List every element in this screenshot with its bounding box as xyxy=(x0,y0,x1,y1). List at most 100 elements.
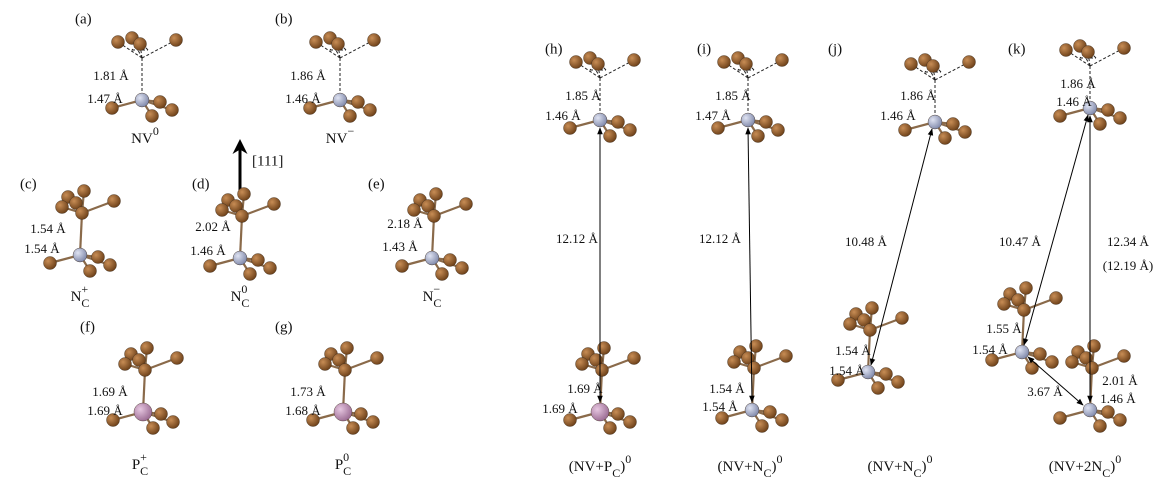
caption-text: P xyxy=(132,457,140,473)
caption-sub: C xyxy=(140,464,148,478)
carbon-atom xyxy=(56,201,69,214)
carbon-atom xyxy=(264,262,277,275)
carbon-atom xyxy=(92,251,105,264)
caption-text: NV xyxy=(131,131,153,147)
nitrogen-atom xyxy=(745,403,759,417)
carbon-atom xyxy=(712,122,725,135)
nitrogen-atom xyxy=(1083,403,1097,417)
carbon-atom xyxy=(1118,42,1131,55)
distance-label: 1.54 Å xyxy=(702,399,738,414)
caption-sup: − xyxy=(347,124,354,138)
distance-label: 1.86 Å xyxy=(290,68,326,83)
carbon-atom xyxy=(216,204,229,217)
distance-label: 1.69 Å xyxy=(542,401,578,416)
distance-label: 1.54 Å xyxy=(30,221,66,236)
carbon-atom xyxy=(146,110,159,123)
carbon-atom xyxy=(1102,104,1115,117)
carbon-atom xyxy=(119,358,132,371)
distance-label: 1.54 Å xyxy=(24,241,60,256)
carbon-atom xyxy=(728,356,741,369)
distance-label: 1.85 Å xyxy=(565,88,601,103)
distance-label: 1.54 Å xyxy=(709,381,745,396)
distance-label: 1.46 Å xyxy=(880,108,916,123)
caption-text: (NV+N xyxy=(718,459,764,475)
caption-sup: 0 xyxy=(1115,452,1121,466)
carbon-atom xyxy=(1054,412,1067,425)
carbon-atom xyxy=(134,38,147,51)
distance-label: 1.73 Å xyxy=(290,384,326,399)
caption-sup: − xyxy=(433,282,440,296)
carbon-atom xyxy=(154,96,167,109)
carbon-atom xyxy=(570,56,583,69)
distance-label: 1.47 Å xyxy=(87,91,123,106)
distance-label: 2.02 Å xyxy=(195,219,231,234)
figure: [111] (a)1.81 Å1.47 ÅNV0(b)1.86 Å1.46 ÅN… xyxy=(0,0,1166,485)
panel-label: (e) xyxy=(368,176,385,192)
carbon-atom xyxy=(896,312,909,325)
caption: NC+ xyxy=(71,282,90,310)
distance-label: 1.47 Å xyxy=(695,108,731,123)
carbon-atom xyxy=(104,259,117,272)
carbon-atom xyxy=(592,58,605,71)
distance-label: 2.18 Å xyxy=(387,216,423,231)
caption-sub: C xyxy=(913,466,921,480)
distance-label: 1.46 Å xyxy=(190,243,226,258)
carbon-atom xyxy=(141,342,154,355)
carbon-atom xyxy=(236,210,249,223)
carbon-atom xyxy=(764,406,777,419)
carbon-atom xyxy=(396,260,409,273)
carbon-atom xyxy=(1102,406,1115,419)
carbon-atom xyxy=(339,364,352,377)
carbon-atom xyxy=(740,58,753,71)
carbon-atom xyxy=(84,265,97,278)
caption-sup: 0 xyxy=(625,452,631,466)
carbon-atom xyxy=(1054,110,1067,123)
panel-label: (d) xyxy=(192,176,210,192)
caption-sup: 0 xyxy=(926,452,932,466)
distance-label: 1.54 Å xyxy=(835,343,871,358)
caption-sub: C xyxy=(1102,466,1110,480)
caption-text: N xyxy=(71,289,82,305)
carbon-atom xyxy=(428,210,441,223)
distance-arrow xyxy=(1024,115,1088,345)
distance-label: 1.54 Å xyxy=(829,363,865,378)
caption-sup: 0 xyxy=(343,450,349,464)
carbon-atom xyxy=(756,420,769,433)
carbon-atom xyxy=(905,58,918,71)
caption: (NV+PC)0 xyxy=(569,452,631,480)
caption: NC0 xyxy=(231,282,250,310)
carbon-atom xyxy=(959,126,972,139)
carbon-atom xyxy=(899,124,912,137)
distance-label: 10.48 Å xyxy=(845,234,888,249)
caption: (NV+2NC)0 xyxy=(1049,452,1121,480)
carbon-atom xyxy=(155,408,168,421)
distance-label: (12.19 Å) xyxy=(1103,258,1154,273)
distance-arrows xyxy=(600,115,1090,405)
nitrogen-atom xyxy=(1015,345,1029,359)
carbon-atom xyxy=(430,188,443,201)
carbon-atom xyxy=(341,342,354,355)
distance-label: 3.67 Å xyxy=(1027,384,1063,399)
carbon-atom xyxy=(310,36,323,49)
panel-label: (k) xyxy=(1008,41,1026,57)
carbon-atom xyxy=(947,118,960,131)
caption: NV0 xyxy=(131,124,159,148)
carbon-atom xyxy=(628,54,641,67)
distance-label: 12.12 Å xyxy=(556,231,599,246)
carbon-atom xyxy=(612,408,625,421)
caption-sub: C xyxy=(343,464,351,478)
carbon-atom xyxy=(1118,350,1131,363)
carbon-atom xyxy=(772,124,785,137)
carbon-atom xyxy=(1082,46,1095,59)
panel-label: (b) xyxy=(275,11,293,27)
carbon-atom xyxy=(576,358,589,371)
carbon-atom xyxy=(78,185,91,198)
caption-sup: + xyxy=(140,450,147,464)
carbon-atom xyxy=(166,104,179,117)
nitrogen-atom xyxy=(425,251,439,265)
carbon-atom xyxy=(752,130,765,143)
carbon-atom xyxy=(171,352,184,365)
carbon-atom xyxy=(1060,44,1073,57)
nitrogen-atom xyxy=(741,113,755,127)
carbon-atom xyxy=(1114,112,1127,125)
